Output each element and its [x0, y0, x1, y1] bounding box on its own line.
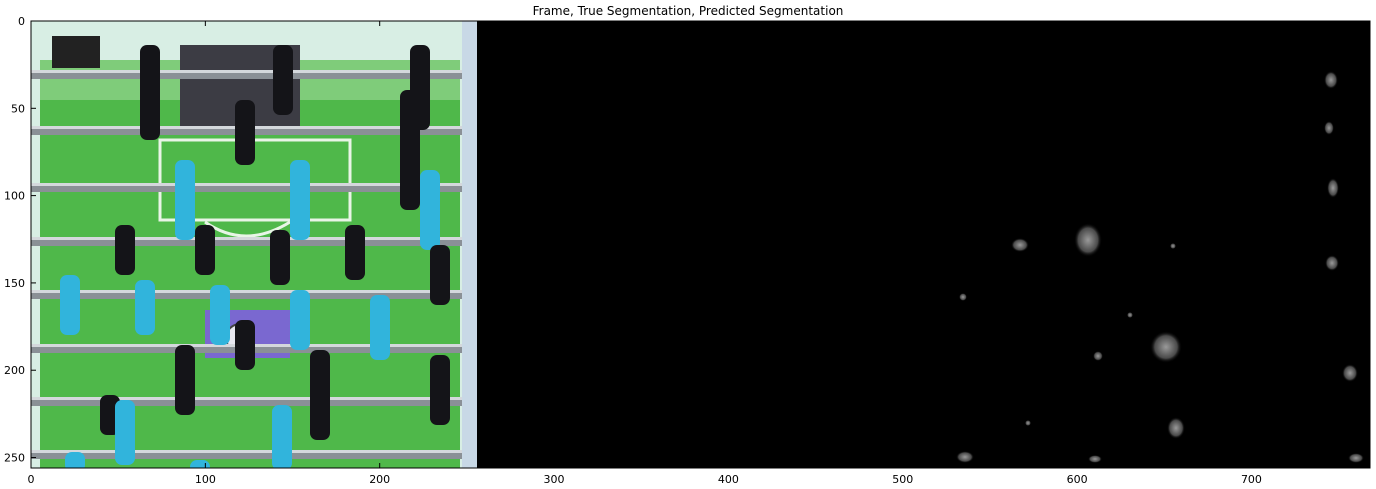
foosball-rod — [31, 183, 477, 192]
rod-highlight — [31, 397, 477, 400]
figure-title: Frame, True Segmentation, Predicted Segm… — [532, 4, 844, 18]
foosball-player — [195, 225, 215, 275]
rod-highlight — [31, 237, 477, 240]
predicted-blob — [1074, 223, 1102, 257]
x-tick-label: 0 — [28, 473, 35, 486]
foosball-player — [140, 85, 160, 140]
foosball-player — [235, 100, 255, 165]
foosball-player — [235, 320, 255, 370]
x-tick-label: 300 — [544, 473, 565, 486]
foosball-player — [400, 90, 420, 210]
foosball-player — [60, 275, 80, 335]
x-tick-label: 700 — [1241, 473, 1262, 486]
predicted-blob — [1324, 71, 1338, 89]
foosball-player — [430, 355, 450, 425]
arc-marking — [204, 220, 291, 238]
predicted-blob — [1342, 364, 1358, 382]
x-tick-label: 100 — [195, 473, 216, 486]
predicted-blob — [1170, 243, 1176, 249]
rod-highlight — [31, 70, 477, 73]
y-tick-label: 150 — [4, 277, 25, 290]
predicted-segmentation-blobs — [956, 71, 1364, 463]
rod-highlight — [31, 183, 477, 186]
foosball-rod — [31, 450, 477, 459]
predicted-blob — [956, 451, 974, 463]
foosball-player — [273, 45, 293, 115]
axes-frame — [30, 20, 1371, 469]
predicted-blob — [1167, 417, 1185, 439]
foosball-rod — [31, 397, 477, 406]
predicted-blob — [1011, 238, 1029, 252]
foosball-player — [272, 405, 292, 468]
foosball-player — [270, 230, 290, 285]
true-segmentation-panel — [477, 21, 1370, 468]
foosball-rod — [31, 70, 477, 79]
foosball-player — [115, 225, 135, 275]
predicted-blob — [1025, 420, 1031, 426]
rod-highlight — [31, 450, 477, 453]
foosball-player — [310, 350, 330, 440]
y-axis: 0 50 100 150 200 250 — [4, 15, 1370, 465]
score-box — [52, 36, 100, 68]
y-tick-label: 0 — [18, 15, 25, 28]
foosball-player — [290, 160, 310, 240]
x-tick-label: 600 — [1067, 473, 1088, 486]
y-tick-label: 50 — [11, 102, 25, 115]
foosball-player — [115, 400, 135, 465]
predicted-blob — [959, 293, 967, 301]
table-side — [462, 21, 477, 468]
x-tick-label: 200 — [369, 473, 390, 486]
foosball-player — [370, 295, 390, 360]
predicted-blob — [1327, 178, 1339, 198]
x-tick-label: 400 — [718, 473, 739, 486]
predicted-blob — [1324, 121, 1334, 135]
foosball-player — [430, 245, 450, 305]
foosball-player — [345, 225, 365, 280]
predicted-blob — [1093, 351, 1103, 361]
y-tick-label: 200 — [4, 364, 25, 377]
predicted-blob — [1127, 312, 1133, 318]
x-axis: 0 100 200 300 400 500 600 700 — [28, 21, 1262, 486]
predicted-blob — [1325, 255, 1339, 271]
foosball-rod — [31, 237, 477, 246]
foosball-player — [210, 285, 230, 345]
foosball-player — [175, 160, 195, 240]
foosball-player — [65, 452, 85, 468]
foosball-player — [135, 280, 155, 335]
foosball-player — [290, 290, 310, 350]
y-tick-label: 100 — [4, 190, 25, 203]
y-tick-label: 250 — [4, 452, 25, 465]
predicted-blob — [1348, 453, 1364, 463]
frame-image — [31, 21, 477, 468]
foosball-player — [420, 170, 440, 250]
x-tick-label: 500 — [892, 473, 913, 486]
rod-highlight — [31, 290, 477, 293]
predicted-blob — [1088, 455, 1102, 463]
foosball-rod — [31, 290, 477, 299]
predicted-blob — [1150, 331, 1182, 363]
foosball-player — [175, 345, 195, 415]
